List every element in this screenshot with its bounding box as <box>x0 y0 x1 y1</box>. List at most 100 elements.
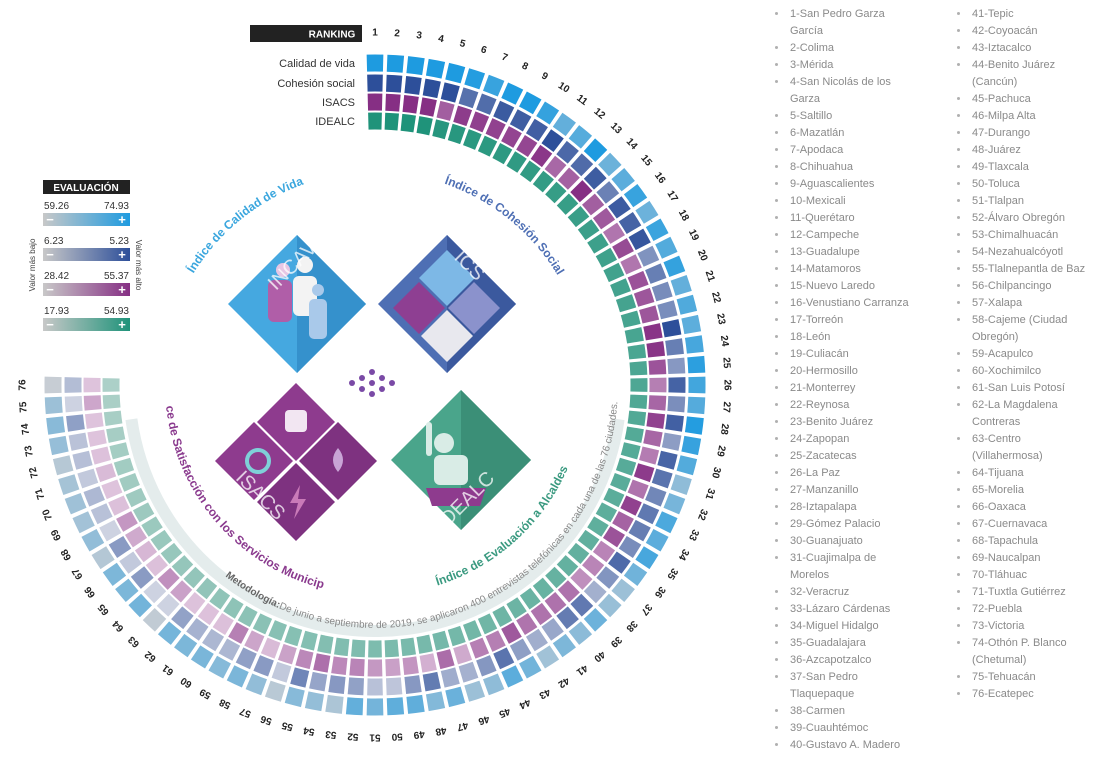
ring-cell <box>252 613 273 635</box>
ring-cell <box>492 605 513 628</box>
city: 47-Durango <box>970 125 1092 142</box>
city: 63-Centro (Villahermosa) <box>970 431 1092 465</box>
ring-cell <box>345 697 364 716</box>
ring-cell <box>519 587 541 610</box>
ring-cell <box>313 653 331 673</box>
ring-cell <box>134 540 158 563</box>
ring-cell <box>52 455 74 476</box>
rank-number: 59 <box>198 686 213 701</box>
ring-cell <box>171 606 194 630</box>
city: 12-Campeche <box>788 227 914 244</box>
city: 27-Manzanillo <box>788 482 914 499</box>
ring-cell <box>596 566 620 589</box>
rank-number: 54 <box>302 724 315 737</box>
ring-cell <box>509 638 532 661</box>
ring-cell <box>103 410 123 426</box>
city: 46-Milpa Alta <box>970 108 1092 125</box>
ring-cell <box>667 396 686 413</box>
ring-cell <box>83 395 102 411</box>
ring-cell <box>592 540 616 563</box>
ring-cell <box>668 377 686 393</box>
rank-number: 66 <box>82 584 98 600</box>
ring-cell <box>44 376 62 394</box>
legend-bar <box>43 283 130 296</box>
ring-cell <box>197 602 220 626</box>
ring-cell <box>492 142 513 165</box>
ring-cell <box>541 129 564 152</box>
ring-cell <box>83 377 101 393</box>
city: 34-Miguel Hidalgo <box>788 618 914 635</box>
ring-cell <box>260 637 281 659</box>
ring-cell <box>624 426 644 443</box>
ring-cell <box>132 502 155 523</box>
city: 43-Iztacalco <box>970 40 1092 57</box>
ring-cell <box>416 116 433 136</box>
ring-cell <box>556 555 579 577</box>
ring-cell <box>637 245 660 267</box>
ring-cell <box>612 238 634 259</box>
ring-cell <box>226 665 249 688</box>
ring-cell <box>108 535 132 558</box>
ring-cell <box>95 463 117 483</box>
ring-cell <box>300 630 318 651</box>
ring-cell <box>645 486 667 507</box>
city: 11-Querétaro <box>788 210 914 227</box>
ring-cell <box>493 647 515 670</box>
city-list: 41-Tepic42-Coyoacán43-Iztacalco44-Benito… <box>958 6 1092 703</box>
ring-cell <box>351 639 366 658</box>
ring-cell <box>532 577 554 600</box>
ring-cell <box>598 152 622 177</box>
rank-number: 22 <box>709 291 723 305</box>
ring-cell <box>645 263 667 284</box>
rank-number: 19 <box>686 228 701 243</box>
city: 75-Tehuacán <box>970 669 1092 686</box>
ics-diamond <box>378 235 516 373</box>
rank-number: 12 <box>591 106 607 122</box>
rank-number: 32 <box>695 507 709 522</box>
ring-cell <box>156 593 180 617</box>
ring-cell <box>501 665 524 688</box>
city: 40-Gustavo A. Madero <box>788 737 914 754</box>
ring-cell <box>386 54 405 73</box>
ring-cell <box>582 554 605 577</box>
city: 74-Othón P. Blanco (Chetumal) <box>970 635 1092 669</box>
ring-cell <box>436 649 455 670</box>
ring-cell <box>525 118 548 142</box>
ring-cell <box>501 126 522 148</box>
city: 37-San Pedro Tlaquepaque <box>788 669 914 703</box>
rank-number: 5 <box>458 38 467 50</box>
ring-cell <box>143 580 167 604</box>
ring-cell <box>570 593 594 617</box>
ring-cell <box>577 219 600 241</box>
ring-cell <box>119 551 142 574</box>
city: 52-Álvaro Obregón <box>970 210 1092 227</box>
rank-number: 39 <box>608 634 624 650</box>
legend-bar <box>43 318 130 331</box>
legend-minus: − <box>46 282 54 297</box>
ring-cell <box>385 658 401 677</box>
ring-cell <box>646 341 666 358</box>
ring-cell <box>567 206 590 228</box>
ring-cell <box>687 355 706 374</box>
rank-number: 74 <box>20 422 32 435</box>
ring-cell <box>90 503 113 525</box>
ring-cell <box>464 68 486 90</box>
row-label: IDEALC <box>315 116 355 128</box>
ring-cell <box>384 639 399 658</box>
city: 68-Tapachula <box>970 533 1092 550</box>
ring-cell <box>422 78 441 99</box>
rank-number: 36 <box>652 584 668 600</box>
ring-cell <box>635 200 659 224</box>
ring-cell <box>568 125 593 149</box>
ring-cell <box>684 416 704 435</box>
ring-cell <box>630 378 648 392</box>
ring-cell <box>64 377 82 393</box>
ring-cell <box>223 597 244 619</box>
row-label: ISACS <box>322 97 355 109</box>
ring-cell <box>119 473 140 492</box>
city: 19-Culiacán <box>788 346 914 363</box>
ring-cell <box>77 468 99 489</box>
ring-cell <box>328 675 346 694</box>
ring-cell <box>268 620 287 641</box>
city: 73-Victoria <box>970 618 1092 635</box>
